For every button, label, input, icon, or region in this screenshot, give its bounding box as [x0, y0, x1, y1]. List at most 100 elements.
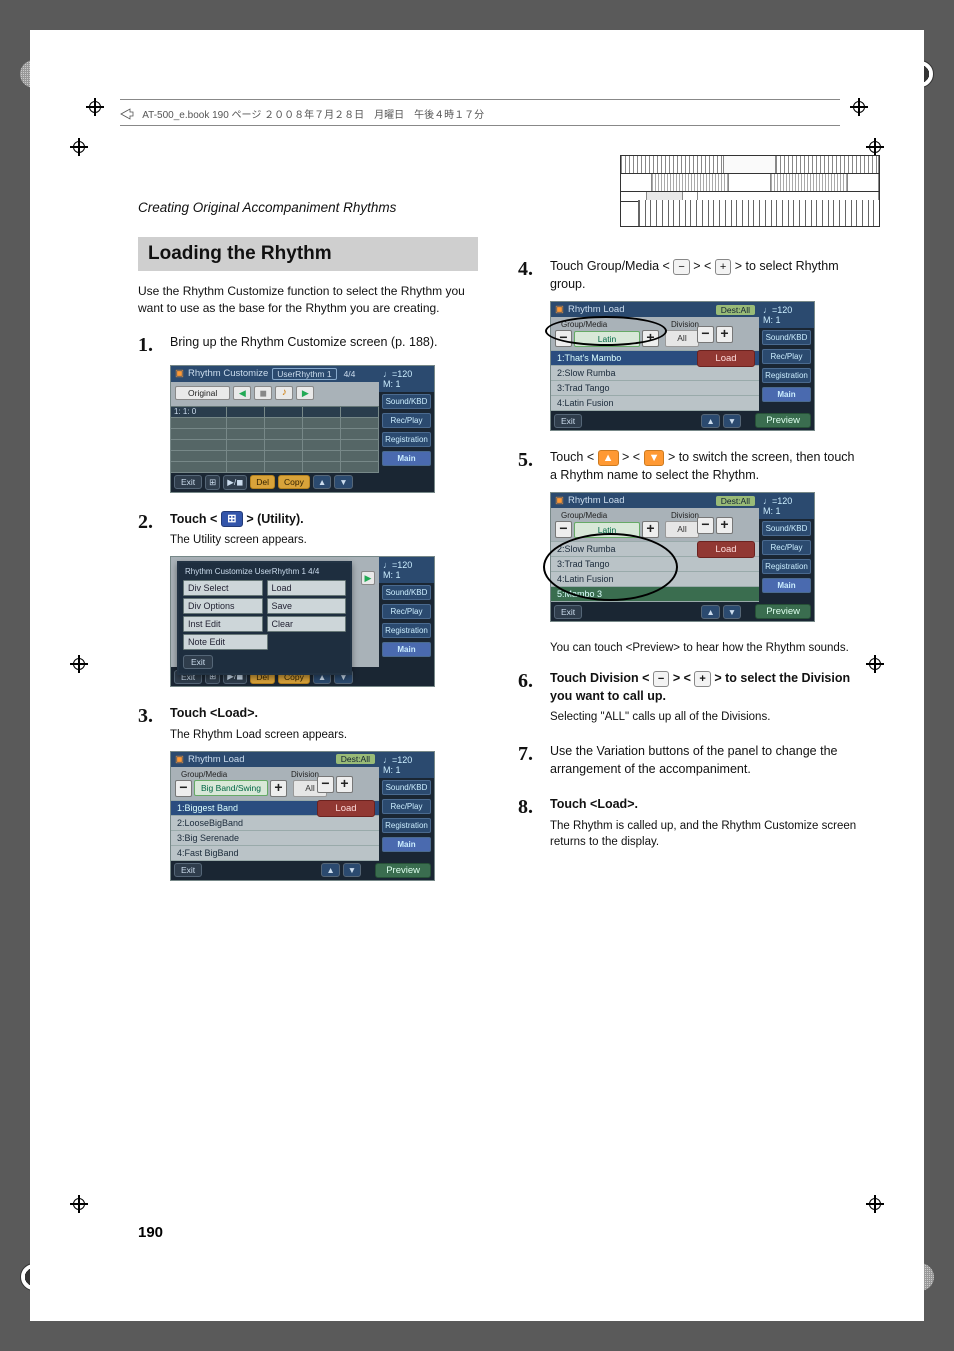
nav-next-icon[interactable]: ▶ — [361, 571, 375, 585]
nav-note-icon[interactable]: ♪ — [275, 386, 293, 400]
side-main-button[interactable]: Main — [762, 387, 811, 402]
step-text: Use the Variation buttons of the panel t… — [550, 743, 858, 778]
division-label: Division — [665, 511, 699, 520]
list-item[interactable]: 3:Trad Tango — [551, 381, 759, 396]
nav-stop-icon[interactable]: ◼ — [254, 386, 272, 400]
minus-button[interactable]: − — [555, 521, 572, 538]
side-rec-button[interactable]: Rec/Play — [762, 540, 811, 555]
up-arrow-icon[interactable]: ▲ — [701, 605, 719, 619]
down-arrow-icon[interactable]: ▼ — [723, 414, 741, 428]
up-arrow-icon[interactable]: ▲ — [313, 475, 331, 489]
minus-button[interactable]: − — [317, 776, 334, 793]
side-main-button[interactable]: Main — [382, 642, 431, 657]
step-sub: The Rhythm is called up, and the Rhythm … — [550, 818, 858, 850]
menu-inst-edit[interactable]: Inst Edit — [183, 616, 263, 632]
exit-button[interactable]: Exit — [554, 414, 582, 428]
reg-mark — [850, 98, 868, 116]
popup-exit-button[interactable]: Exit — [183, 655, 213, 669]
down-arrow-icon[interactable]: ▼ — [723, 605, 741, 619]
side-sound-button[interactable]: Sound/KBD — [382, 780, 431, 795]
preview-button[interactable]: Preview — [755, 413, 811, 428]
menu-div-select[interactable]: Div Select — [183, 580, 263, 596]
division-field[interactable]: All — [665, 330, 699, 347]
exit-button[interactable]: Exit — [174, 863, 202, 877]
group-field[interactable]: Big Band/Swing — [194, 780, 268, 796]
load-button[interactable]: Load — [697, 350, 755, 367]
plus-key-icon: + — [694, 671, 710, 687]
step-text-b: > < — [622, 450, 640, 464]
step-sub: The Utility screen appears. — [170, 532, 478, 548]
list-item[interactable]: 4:Fast BigBand — [171, 846, 379, 861]
minus-button[interactable]: − — [697, 326, 714, 343]
down-arrow-icon[interactable]: ▼ — [343, 863, 361, 877]
side-main-button[interactable]: Main — [382, 451, 431, 466]
step-text-b: > (Utility). — [246, 512, 303, 526]
list-item[interactable]: 3:Big Serenade — [171, 831, 379, 846]
step-num: 1. — [138, 334, 160, 357]
lcd-utility: Rhythm Customize UserRhythm 1 4/4 Div Se… — [170, 556, 435, 687]
side-reg-button[interactable]: Registration — [382, 818, 431, 833]
side-rec-button[interactable]: Rec/Play — [382, 413, 431, 428]
side-reg-button[interactable]: Registration — [382, 623, 431, 638]
exit-button[interactable]: Exit — [174, 475, 202, 489]
step-text: Bring up the Rhythm Customize screen (p.… — [170, 334, 478, 357]
play-icon[interactable]: ▶/◼ — [223, 475, 247, 490]
step-text-a: Touch < — [170, 512, 217, 526]
load-button[interactable]: Load — [317, 800, 375, 817]
side-sound-button[interactable]: Sound/KBD — [762, 521, 811, 536]
side-sound-button[interactable]: Sound/KBD — [762, 330, 811, 345]
list-item[interactable]: 2:LooseBigBand — [171, 816, 379, 831]
step-num: 6. — [518, 670, 540, 725]
division-field[interactable]: All — [665, 521, 699, 538]
side-reg-button[interactable]: Registration — [762, 368, 811, 383]
step-sub: The Rhythm Load screen appears. — [170, 727, 478, 743]
step-6: 6. Touch Division < − > < + > to select … — [518, 670, 858, 725]
side-reg-button[interactable]: Registration — [382, 432, 431, 447]
reg-mark — [70, 1195, 88, 1213]
step-text: Touch <Load>. — [550, 797, 638, 811]
side-sound-button[interactable]: Sound/KBD — [382, 394, 431, 409]
preview-button[interactable]: Preview — [755, 604, 811, 619]
side-main-button[interactable]: Main — [382, 837, 431, 852]
step-num: 2. — [138, 511, 160, 549]
intro-text: Use the Rhythm Customize function to sel… — [138, 283, 478, 318]
step-num: 7. — [518, 743, 540, 778]
menu-div-options[interactable]: Div Options — [183, 598, 263, 614]
load-button[interactable]: Load — [697, 541, 755, 558]
menu-clear[interactable]: Clear — [267, 616, 347, 632]
division-label: Division — [285, 770, 319, 779]
plus-button[interactable]: + — [336, 776, 353, 793]
step-4: 4. Touch Group/Media < − > < + > to sele… — [518, 258, 858, 293]
list-item[interactable]: 4:Latin Fusion — [551, 396, 759, 411]
down-arrow-icon[interactable]: ▼ — [334, 475, 352, 489]
minus-key-icon: − — [673, 259, 689, 275]
side-rec-button[interactable]: Rec/Play — [382, 604, 431, 619]
menu-note-edit[interactable]: Note Edit — [183, 634, 268, 650]
plus-button[interactable]: + — [716, 517, 733, 534]
exit-button[interactable]: Exit — [554, 605, 582, 619]
side-sound-button[interactable]: Sound/KBD — [382, 585, 431, 600]
plus-button[interactable]: + — [642, 521, 659, 538]
del-button[interactable]: Del — [250, 475, 275, 489]
preview-button[interactable]: Preview — [375, 863, 431, 878]
plus-button[interactable]: + — [270, 780, 287, 797]
menu-save[interactable]: Save — [267, 598, 347, 614]
menu-load[interactable]: Load — [267, 580, 347, 596]
utility-icon[interactable]: ⊞ — [205, 475, 220, 490]
nav-next-icon[interactable]: ▶ — [296, 386, 314, 400]
plus-button[interactable]: + — [716, 326, 733, 343]
nav-prev-icon[interactable]: ◀ — [233, 386, 251, 400]
lcd-title: Rhythm Load — [568, 304, 625, 315]
step-text-a: Touch Group/Media < — [550, 259, 670, 273]
dest-label: Dest:All — [716, 305, 755, 315]
side-rec-button[interactable]: Rec/Play — [382, 799, 431, 814]
list-item[interactable]: 2:Slow Rumba — [551, 366, 759, 381]
copy-button[interactable]: Copy — [278, 475, 310, 489]
minus-button[interactable]: − — [175, 780, 192, 797]
up-arrow-icon[interactable]: ▲ — [701, 414, 719, 428]
side-reg-button[interactable]: Registration — [762, 559, 811, 574]
side-rec-button[interactable]: Rec/Play — [762, 349, 811, 364]
up-arrow-icon[interactable]: ▲ — [321, 863, 339, 877]
minus-button[interactable]: − — [697, 517, 714, 534]
side-main-button[interactable]: Main — [762, 578, 811, 593]
